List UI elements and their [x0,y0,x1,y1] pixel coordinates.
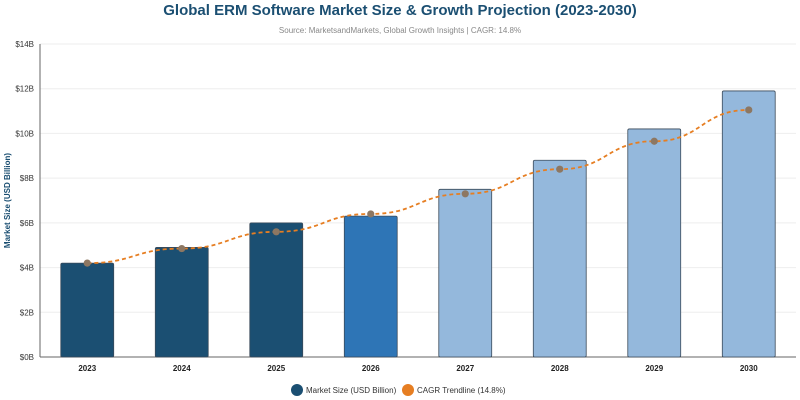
x-tick-label: 2027 [456,364,474,373]
y-axis-label: Market Size (USD Billion) [3,153,12,248]
bar-2028 [532,159,587,358]
bar-2026 [343,215,398,358]
bar-layer [60,90,776,358]
y-tick-label: $12B [15,85,34,94]
chart-title: Global ERM Software Market Size & Growth… [163,2,637,19]
bar-2025 [249,222,304,358]
x-tick-label: 2024 [173,364,191,373]
bar-2030 [721,90,776,358]
trend-point-2029 [650,137,658,145]
x-tick-label: 2028 [551,364,569,373]
y-tick-label: $0B [20,353,34,362]
trend-point-2030 [745,106,753,114]
x-tick-label: 2023 [78,364,96,373]
trendline-path [87,109,749,264]
y-tick-label: $2B [20,308,34,317]
bar-2023 [60,262,115,358]
grid-layer [40,43,796,313]
trend-point-2027 [461,190,469,198]
legend-marker-1 [291,384,303,396]
bar-2024 [154,247,209,358]
y-tick-label: $8B [20,174,34,183]
y-tick-label: $6B [20,219,34,228]
x-tick-label: 2030 [740,364,758,373]
legend: Market Size (USD Billion) CAGR Trendline … [291,384,506,396]
chart-subtitle: Source: MarketsandMarkets, Global Growth… [278,26,522,35]
y-tick-label: $4B [20,264,34,273]
trendline-layer [83,106,753,267]
bar-2029 [627,128,682,358]
legend-label-2: CAGR Trendline (14.8%) [417,386,506,395]
bar-2027 [438,188,493,358]
trend-point-2026 [367,210,375,218]
trend-point-2028 [556,165,564,173]
y-tick-label: $10B [15,129,34,138]
y-tick-label: $14B [15,40,34,49]
x-tick-label: 2029 [645,364,663,373]
legend-label-1: Market Size (USD Billion) [306,386,397,395]
trend-point-2025 [272,228,280,236]
axis-layer: $0B $2B $4B $6B $8B $10B $12B $14B Market Size (… [3,40,796,373]
legend-marker-2 [402,384,414,396]
x-tick-label: 2025 [267,364,285,373]
trend-point-2023 [83,259,91,267]
trend-point-2024 [178,244,186,253]
x-tick-label: 2026 [362,364,380,373]
